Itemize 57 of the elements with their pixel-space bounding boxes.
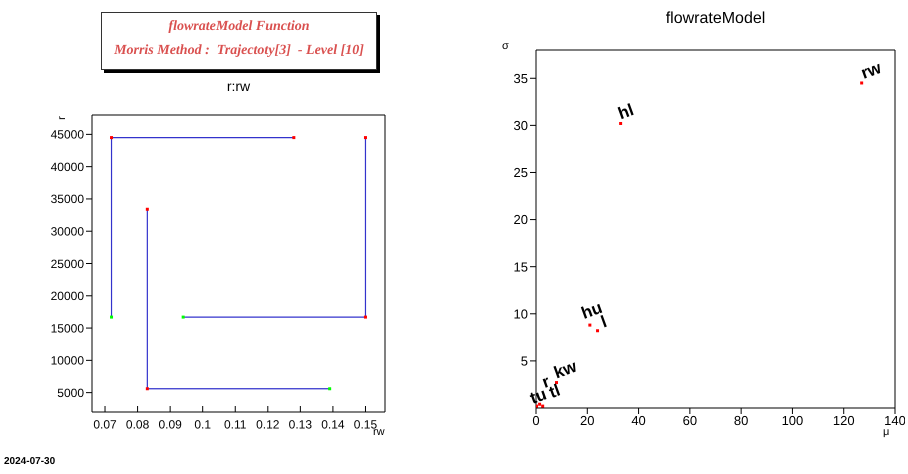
chart-title: flowrateModel — [664, 10, 766, 28]
y-tick-label: 5 — [520, 354, 528, 369]
point — [860, 81, 864, 84]
y-tick-label: 25 — [514, 165, 528, 180]
point — [292, 136, 296, 140]
y-tick-label: 25000 — [50, 256, 84, 271]
x-tick-label: 60 — [682, 413, 698, 428]
point — [596, 329, 600, 332]
y-tick-label: 35 — [514, 70, 528, 86]
y-tick-label: 30 — [514, 118, 528, 133]
point — [110, 136, 114, 140]
x-tick-label: 120 — [832, 413, 855, 428]
point — [182, 316, 185, 319]
annotation: hl — [615, 100, 636, 124]
x-tick-label: 80 — [734, 413, 748, 428]
x-tick-label: 0.07 — [93, 418, 118, 432]
x-axis-title: μ — [883, 426, 890, 438]
y-tick-label: 5000 — [57, 386, 84, 400]
x-tick-label: 0 — [532, 413, 540, 428]
y-tick-label: 15000 — [50, 321, 84, 336]
x-tick-label: 0.08 — [126, 418, 150, 432]
y-tick-label: 10000 — [50, 354, 84, 368]
x-tick-label: 0.1 — [194, 418, 212, 432]
y-tick-label: 15 — [514, 259, 528, 274]
chart-title: r:rw — [226, 78, 252, 94]
y-axis-title: σ — [502, 40, 509, 52]
point — [146, 208, 149, 211]
y-tick-label: 10 — [514, 306, 528, 322]
y-tick-label: 30000 — [50, 224, 84, 238]
x-tick-label: 0.09 — [158, 418, 182, 432]
point — [588, 324, 592, 327]
x-tick-label: 0.14 — [321, 418, 345, 432]
x-tick-label: 100 — [782, 413, 804, 428]
text: Morris Method : Trajectoty[3] - Level [10] — [113, 43, 365, 59]
x-tick-label: 140 — [884, 413, 906, 428]
y-tick-label: 40000 — [50, 160, 84, 174]
y-tick-label: 45000 — [50, 128, 84, 142]
x-tick-label: 0.11 — [224, 418, 247, 432]
point — [364, 316, 367, 319]
point — [146, 387, 149, 390]
y-tick-label: 20 — [514, 212, 528, 228]
point — [364, 136, 367, 140]
y-axis-title: r — [56, 116, 68, 120]
y-tick-label: 35000 — [50, 192, 84, 206]
point — [328, 387, 332, 390]
x-tick-label: 0.12 — [256, 418, 280, 432]
x-tick-label: 20 — [580, 413, 595, 428]
text: flowrateModel Function — [167, 19, 311, 35]
annotation: rw — [858, 58, 884, 83]
y-tick-label: 20000 — [50, 289, 84, 304]
x-tick-label: 40 — [631, 413, 646, 428]
point — [541, 404, 544, 408]
x-tick-label: 0.13 — [288, 418, 312, 432]
point — [110, 316, 114, 319]
annotation: kw — [551, 356, 580, 382]
text: 2024-07-30 — [4, 456, 56, 467]
point — [619, 122, 622, 125]
